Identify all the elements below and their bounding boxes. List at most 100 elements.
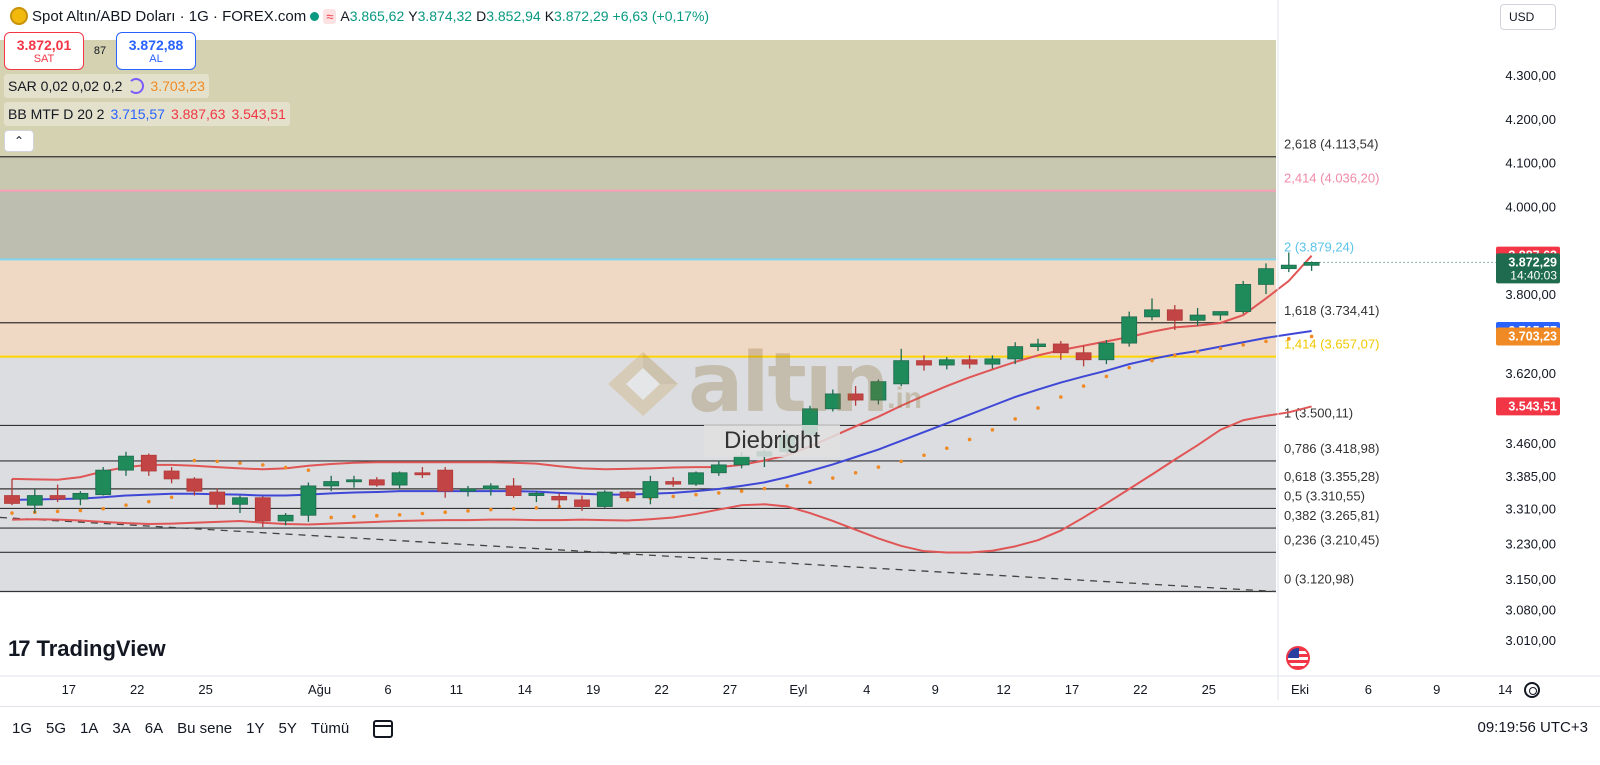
collapse-legend-button[interactable]: ⌃ bbox=[4, 130, 34, 152]
x-tick-label: 17 bbox=[1065, 682, 1079, 697]
candle-body bbox=[688, 472, 704, 485]
fib-label: 2,414 (4.036,20) bbox=[1284, 171, 1379, 186]
sar-dot bbox=[261, 463, 265, 467]
sar-dot bbox=[739, 489, 744, 493]
candle-body bbox=[551, 496, 568, 501]
sell-label: SAT bbox=[33, 53, 55, 65]
candle-body bbox=[300, 485, 317, 516]
fib-label: 0,5 (3.310,55) bbox=[1284, 488, 1365, 503]
sar-dot bbox=[1309, 334, 1314, 339]
sar-dot bbox=[352, 514, 356, 519]
candle-body bbox=[186, 478, 203, 492]
candle-body bbox=[824, 393, 841, 410]
candle-body bbox=[1280, 264, 1297, 270]
clock[interactable]: 09:19:56 UTC+3 bbox=[1477, 719, 1589, 736]
gear-icon[interactable] bbox=[1524, 682, 1540, 698]
symbol-title[interactable]: Spot Altın/ABD Doları · 1G · FOREX.com bbox=[32, 7, 307, 25]
y-tick-label: 3.310,00 bbox=[1505, 502, 1556, 517]
buy-price: 3.872,88 bbox=[128, 37, 184, 53]
sar-dot bbox=[420, 511, 425, 516]
sar-dot bbox=[443, 510, 448, 514]
bb-upper-line bbox=[11, 255, 1313, 481]
candle-body bbox=[1030, 343, 1046, 348]
sar-dot bbox=[192, 458, 197, 463]
candle-body bbox=[1052, 343, 1069, 354]
fib-label: 2,618 (4.113,54) bbox=[1284, 137, 1378, 152]
candle-body bbox=[574, 499, 590, 507]
sell-button[interactable]: 3.872,01 SAT bbox=[4, 32, 84, 70]
fib-label: 1,414 (3.657,07) bbox=[1284, 337, 1379, 352]
ohlc-open: 3.865,62 bbox=[349, 8, 405, 24]
y-tick-label: 4.000,00 bbox=[1505, 199, 1556, 214]
ohlc-high-key: Y bbox=[408, 8, 418, 24]
range-ytd[interactable]: Bu sene bbox=[177, 720, 233, 737]
range-1d[interactable]: 1G bbox=[12, 720, 33, 737]
sar-dot bbox=[169, 495, 174, 500]
x-tick-label: 11 bbox=[450, 682, 464, 697]
range-all[interactable]: Tümü bbox=[310, 720, 350, 737]
bb-indicator-row[interactable]: BB MTF D 20 2 3.715,57 3.887,63 3.543,51 bbox=[4, 102, 290, 126]
sar-dot bbox=[78, 508, 83, 513]
trend-line bbox=[0, 516, 1277, 593]
y-tick-label: 3.385,00 bbox=[1505, 469, 1556, 484]
calendar-icon[interactable] bbox=[373, 719, 394, 738]
altin-logo-icon bbox=[608, 351, 678, 416]
price-tags: 3.887,633.872,2914:40:033.715,573.703,23… bbox=[1496, 246, 1560, 416]
price-tag-label: 3.703,23 bbox=[1508, 329, 1557, 343]
price-tag bbox=[1496, 397, 1560, 416]
x-tick-label: 22 bbox=[1133, 682, 1147, 697]
tradingview-logo[interactable]: 17 TradingView bbox=[8, 636, 166, 662]
sar-dot bbox=[466, 509, 470, 513]
candle-body bbox=[163, 470, 180, 480]
bottom-toolbar: 1G 5G 1A 3A 6A Bu sene 1Y 5Y Tümü 09:19:… bbox=[0, 706, 1600, 750]
candle-body bbox=[642, 481, 659, 499]
refresh-icon[interactable] bbox=[128, 78, 145, 94]
range-1y[interactable]: 1Y bbox=[246, 720, 265, 737]
y-tick-label: 4.300,00 bbox=[1505, 68, 1556, 83]
x-tick-label: 19 bbox=[586, 682, 600, 697]
candle-body bbox=[1235, 284, 1252, 312]
fib-label: 0,236 (3.210,45) bbox=[1284, 532, 1379, 547]
ohlc-change: +6,63 (+0,17%) bbox=[612, 8, 710, 24]
sar-dot bbox=[876, 465, 881, 469]
x-tick-label: Eyl bbox=[789, 682, 807, 697]
sar-value: 3.703,23 bbox=[150, 78, 205, 94]
currency-select[interactable]: USD bbox=[1500, 4, 1556, 30]
sar-indicator-row[interactable]: SAR 0,02 0,02 0,2 3.703,23 bbox=[4, 74, 209, 98]
y-tick-label: 3.620,00 bbox=[1505, 366, 1556, 381]
market-open-icon bbox=[310, 11, 320, 21]
x-tick-label: 25 bbox=[1202, 682, 1216, 697]
range-1m[interactable]: 1A bbox=[80, 720, 99, 737]
x-tick-label: 25 bbox=[198, 682, 212, 697]
symbol-pill[interactable]: Spot Altın/ABD Doları · 1G · FOREX.com ≈… bbox=[4, 6, 716, 26]
fib-zone bbox=[0, 40, 1276, 157]
candle-body bbox=[619, 491, 636, 499]
sar-dot bbox=[853, 470, 858, 475]
sar-label: SAR 0,02 0,02 0,2 bbox=[8, 78, 123, 94]
candle-body bbox=[1075, 352, 1092, 361]
candle-body bbox=[596, 491, 613, 507]
sar-dot bbox=[808, 480, 812, 485]
price-chart[interactable]: 2,618 (4.113,54) 2,414 (4.036,20) 2 (3.879… bbox=[0, 0, 1600, 706]
buy-button[interactable]: 3.872,88 AL bbox=[116, 32, 196, 70]
bb-lower-line bbox=[11, 405, 1312, 554]
fib-zone bbox=[0, 156, 1276, 191]
us-flag-icon[interactable] bbox=[1286, 646, 1310, 670]
candle-body bbox=[26, 495, 43, 506]
range-5y[interactable]: 5Y bbox=[278, 720, 297, 737]
sar-dot bbox=[785, 484, 789, 488]
fib-label: 0,786 (3.418,98) bbox=[1284, 441, 1379, 456]
watermark-brand: altın bbox=[688, 336, 889, 431]
gold-coin-icon bbox=[10, 7, 28, 25]
range-5d[interactable]: 5G bbox=[46, 720, 67, 737]
bb-basis-line bbox=[11, 330, 1312, 501]
delayed-icon: ≈ bbox=[323, 8, 337, 24]
candle-body bbox=[1007, 346, 1024, 360]
tv-mark-icon: 17 bbox=[8, 636, 31, 661]
range-3m[interactable]: 3A bbox=[112, 720, 131, 737]
sar-dot bbox=[238, 461, 242, 465]
sar-dot bbox=[1173, 353, 1177, 358]
range-6m[interactable]: 6A bbox=[144, 720, 164, 737]
y-tick-label: 3.010,00 bbox=[1505, 633, 1556, 648]
